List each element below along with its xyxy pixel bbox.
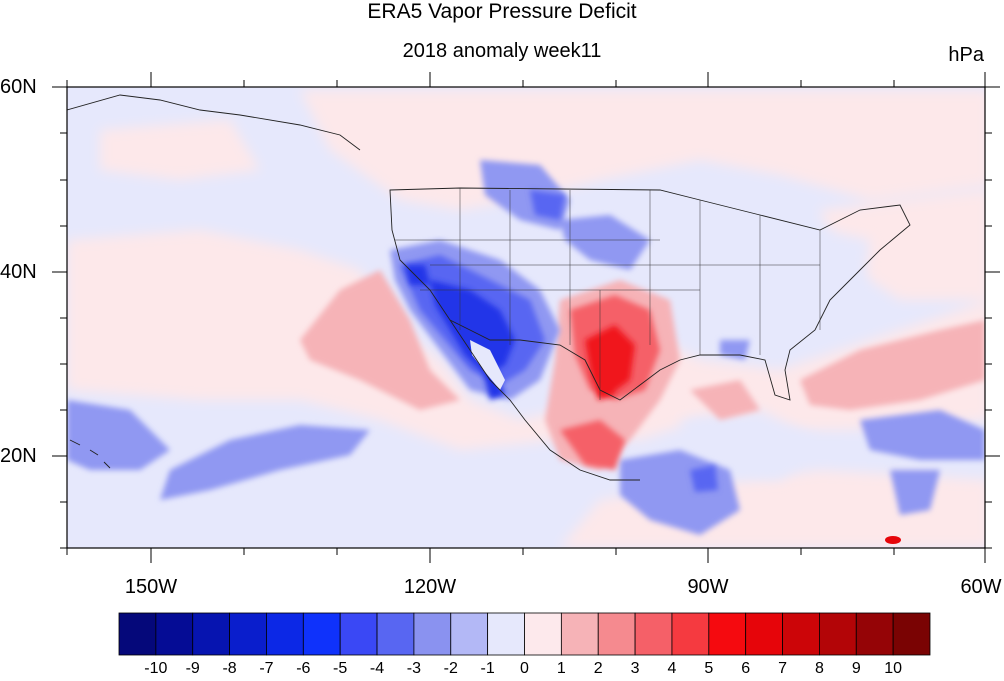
colorbar-swatch: [634, 612, 673, 656]
coastlines: [67, 94, 911, 481]
lat-label-20n: 20N: [0, 445, 37, 467]
colorbar-tick-label: -10: [144, 660, 168, 677]
colorbar-swatch: [413, 612, 452, 656]
axis-ticks: [52, 72, 1000, 563]
map-field: [67, 87, 985, 548]
colorbar-tick-label: 0: [520, 660, 529, 677]
colorbar-swatch: [118, 612, 157, 656]
lat-label-40n: 40N: [0, 261, 37, 283]
colorbar-swatch: [487, 612, 525, 656]
colorbar-tick-label: 3: [630, 660, 640, 677]
figure-title: ERA5 Vapor Pressure Deficit: [367, 0, 637, 23]
colorbar-tick-label: 4: [667, 660, 677, 677]
colorbar-tick-label: 6: [741, 660, 751, 677]
colorbar-swatch: [671, 612, 710, 656]
colorbar-tick-label: 8: [814, 660, 824, 677]
lon-label-90w: 90W: [687, 576, 729, 598]
colorbar-tick-label: -2: [443, 660, 458, 677]
lat-label-60n: 60N: [0, 76, 37, 98]
colorbar-tick-label: 1: [556, 660, 566, 677]
colorbar-tick-label: 2: [593, 660, 603, 677]
colorbar-swatch: [708, 612, 747, 656]
colorbar-tick-label: -4: [369, 660, 385, 677]
light-blue-pockets: [640, 220, 870, 480]
colorbar-swatch: [302, 612, 341, 656]
colorbar-tick-label: -6: [296, 660, 311, 677]
colorbar-tick-label: -3: [406, 660, 422, 677]
colorbar-tick-label: -7: [259, 660, 274, 677]
colorbar-tick-label: -8: [222, 660, 237, 677]
colorbar-swatch: [819, 612, 857, 656]
colorbar-tick-label: -1: [480, 660, 495, 677]
lon-label-120w: 120W: [403, 576, 457, 598]
lon-label-150w: 150W: [124, 576, 178, 598]
colorbar-swatch: [192, 612, 230, 656]
colorbar-tick-label: 5: [704, 660, 714, 677]
colorbar-swatch: [855, 612, 894, 656]
colorbar-swatch: [745, 612, 783, 656]
colorbar-tick-label: 10: [884, 660, 903, 677]
state-borders: [395, 188, 821, 400]
colorbar-swatch: [450, 612, 489, 656]
units-label: hPa: [948, 44, 984, 66]
colorbar-swatch: [229, 612, 267, 656]
colorbar-swatch: [339, 612, 378, 656]
colorbar-tick-label: 7: [778, 660, 787, 677]
colorbar-swatch: [782, 612, 820, 656]
colorbar: [118, 612, 931, 656]
lon-label-60w: 60W: [960, 576, 1002, 598]
colorbar-tick-label: -5: [333, 660, 348, 677]
colorbar-swatch: [376, 612, 415, 656]
light-pink-regions: [67, 90, 985, 548]
colorbar-swatch: [524, 612, 562, 656]
colorbar-tick-label: -9: [185, 660, 200, 677]
red-speck: [885, 536, 901, 544]
colorbar-swatch: [560, 612, 599, 656]
colorbar-swatch: [155, 612, 194, 656]
colorbar-swatch: [266, 612, 304, 656]
colorbar-tick-label: 9: [851, 660, 861, 677]
figure-subtitle: 2018 anomaly week11: [402, 40, 602, 62]
colorbar-swatch: [597, 612, 636, 656]
texas-mexico-red: [585, 325, 635, 400]
gulf-of-california: [470, 340, 505, 390]
colorbar-swatch: [892, 612, 931, 656]
